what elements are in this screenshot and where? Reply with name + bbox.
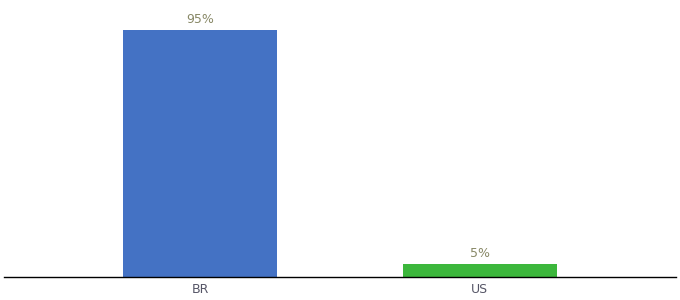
Bar: [123, 30, 277, 277]
Text: 5%: 5%: [470, 248, 490, 260]
Bar: [403, 264, 557, 277]
Text: 95%: 95%: [186, 13, 214, 26]
